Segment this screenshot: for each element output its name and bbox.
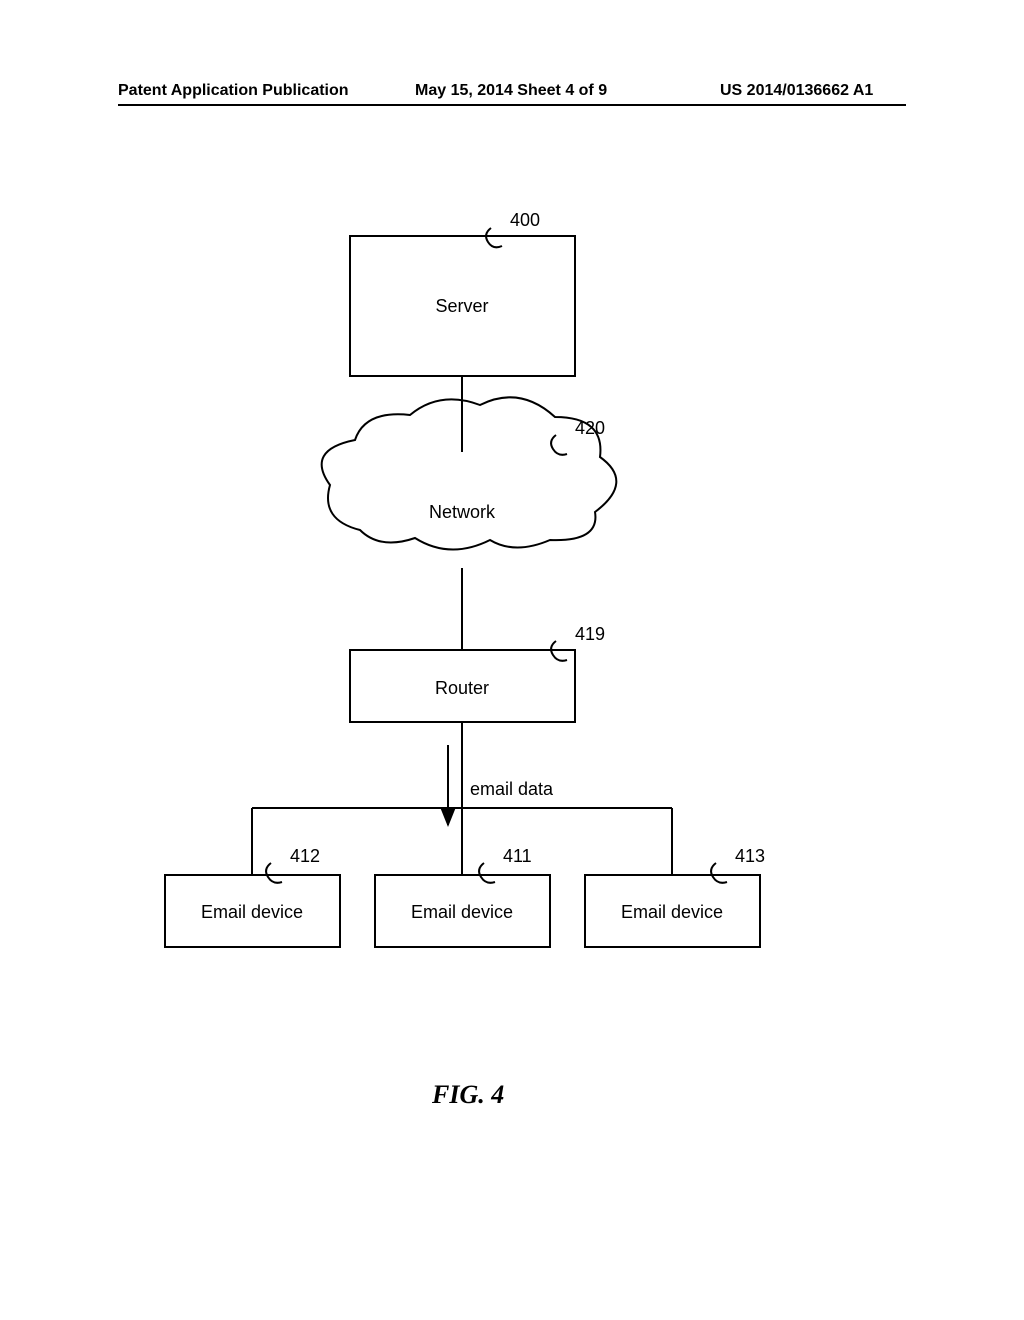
node-email-device-413: Email device 413 — [585, 846, 765, 947]
ref-419: 419 — [575, 624, 605, 644]
ref-420: 420 — [575, 418, 605, 438]
leader-413 — [711, 863, 727, 883]
node-router: Router 419 — [350, 624, 605, 722]
figure-caption: FIG. 4 — [432, 1080, 504, 1110]
node-server: Server 400 — [350, 210, 575, 376]
ref-412: 412 — [290, 846, 320, 866]
node-network: Network 420 — [322, 397, 617, 549]
node-network-label: Network — [429, 502, 496, 522]
node-412-label: Email device — [201, 902, 303, 922]
leader-411 — [479, 863, 495, 883]
arrow-email-data-label: email data — [470, 779, 554, 799]
node-server-label: Server — [435, 296, 488, 316]
ref-400: 400 — [510, 210, 540, 230]
node-411-label: Email device — [411, 902, 513, 922]
network-diagram: Server 400 Network 420 Router 419 email … — [0, 0, 1024, 1320]
ref-413: 413 — [735, 846, 765, 866]
leader-400 — [486, 228, 502, 247]
leader-412 — [266, 863, 282, 883]
ref-411: 411 — [503, 846, 532, 866]
node-router-label: Router — [435, 678, 489, 698]
node-413-label: Email device — [621, 902, 723, 922]
page-root: Patent Application Publication May 15, 2… — [0, 0, 1024, 1320]
leader-420 — [551, 435, 567, 455]
